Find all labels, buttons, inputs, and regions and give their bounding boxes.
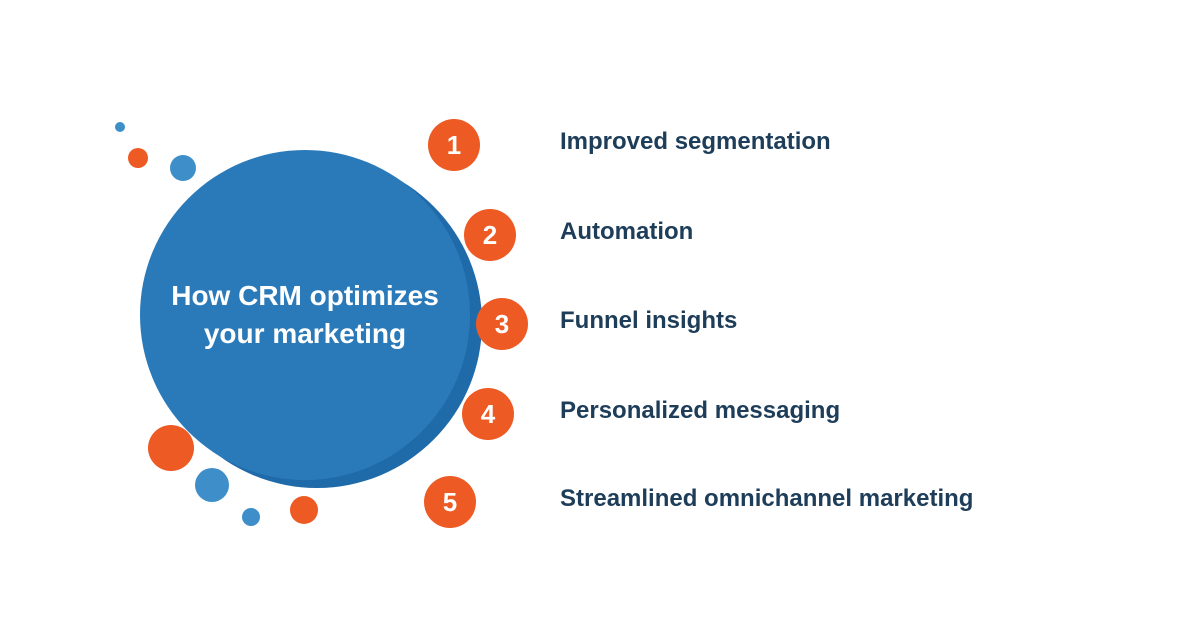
bullet-circle: 5 <box>424 476 476 528</box>
bullet-number: 5 <box>443 487 457 518</box>
bullet-number: 2 <box>483 220 497 251</box>
bullet-number: 4 <box>481 399 495 430</box>
bullet-circle: 2 <box>464 209 516 261</box>
bullet-number: 3 <box>495 309 509 340</box>
decorative-dot <box>148 425 194 471</box>
decorative-dot <box>170 155 196 181</box>
bullet-label: Funnel insights <box>560 307 737 335</box>
decorative-dot <box>128 148 148 168</box>
infographic-stage: How CRM optimizes your marketing 1 Improve… <box>0 0 1200 630</box>
main-circle: How CRM optimizes your marketing <box>140 150 470 480</box>
bullet-circle: 4 <box>462 388 514 440</box>
decorative-dot <box>115 122 125 132</box>
decorative-dot <box>242 508 260 526</box>
bullet-number: 1 <box>447 130 461 161</box>
main-circle-title: How CRM optimizes your marketing <box>170 277 440 353</box>
bullet-label: Personalized messaging <box>560 397 840 425</box>
bullet-label: Improved segmentation <box>560 128 831 156</box>
decorative-dot <box>290 496 318 524</box>
bullet-label: Streamlined omnichannel marketing <box>560 485 973 513</box>
bullet-label: Automation <box>560 218 693 246</box>
bullet-circle: 3 <box>476 298 528 350</box>
bullet-circle: 1 <box>428 119 480 171</box>
decorative-dot <box>195 468 229 502</box>
